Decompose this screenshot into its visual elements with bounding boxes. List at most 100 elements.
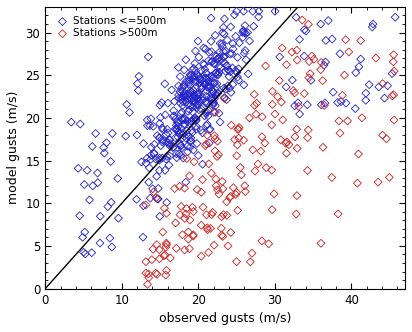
- Stations >500m: [355, 151, 362, 157]
- Stations <=500m: [209, 102, 216, 108]
- Stations >500m: [220, 212, 227, 217]
- Stations <=500m: [224, 63, 230, 68]
- Stations <=500m: [192, 48, 199, 54]
- Stations <=500m: [187, 135, 194, 140]
- Stations <=500m: [180, 130, 186, 135]
- Stations <=500m: [134, 132, 140, 138]
- Stations <=500m: [215, 90, 221, 96]
- Stations >500m: [342, 37, 349, 42]
- Stations <=500m: [255, 14, 262, 20]
- Stations <=500m: [201, 113, 208, 119]
- Stations >500m: [259, 134, 265, 139]
- Stations <=500m: [206, 140, 213, 146]
- Stations <=500m: [181, 121, 188, 126]
- Stations <=500m: [206, 84, 213, 90]
- Stations <=500m: [184, 119, 190, 124]
- Stations <=500m: [215, 71, 221, 76]
- Stations <=500m: [157, 135, 163, 141]
- Stations >500m: [253, 101, 260, 106]
- Stations <=500m: [234, 70, 240, 75]
- Stations <=500m: [221, 16, 228, 22]
- Stations <=500m: [89, 250, 95, 255]
- Stations >500m: [183, 211, 189, 216]
- Stations <=500m: [185, 134, 192, 139]
- Stations <=500m: [221, 54, 227, 60]
- Stations >500m: [279, 117, 286, 123]
- Stations <=500m: [185, 82, 192, 87]
- Stations <=500m: [177, 89, 183, 94]
- Stations <=500m: [255, 9, 262, 14]
- Stations >500m: [241, 183, 248, 188]
- Stations <=500m: [343, 101, 349, 106]
- Stations >500m: [156, 256, 163, 261]
- Stations >500m: [145, 275, 152, 280]
- Stations <=500m: [115, 215, 122, 221]
- Stations <=500m: [101, 150, 108, 156]
- Stations >500m: [259, 114, 265, 120]
- Stations <=500m: [203, 123, 210, 128]
- Stations <=500m: [186, 74, 192, 80]
- Stations <=500m: [321, 62, 328, 68]
- Stations >500m: [337, 130, 343, 136]
- Stations <=500m: [224, 38, 231, 43]
- Stations >500m: [171, 186, 178, 191]
- Stations <=500m: [323, 38, 329, 43]
- Stations <=500m: [204, 85, 211, 90]
- Stations <=500m: [180, 99, 186, 104]
- Stations <=500m: [215, 56, 222, 61]
- Stations <=500m: [174, 120, 180, 125]
- Stations >500m: [182, 216, 188, 221]
- Stations <=500m: [159, 137, 166, 143]
- Stations <=500m: [222, 86, 229, 92]
- Stations <=500m: [208, 58, 215, 64]
- Stations <=500m: [244, 30, 251, 35]
- Stations <=500m: [166, 153, 173, 159]
- Stations <=500m: [234, 74, 241, 80]
- Stations <=500m: [155, 186, 162, 191]
- Stations <=500m: [140, 141, 147, 146]
- Stations <=500m: [178, 145, 185, 150]
- Stations >500m: [214, 138, 221, 144]
- Stations <=500m: [217, 41, 223, 46]
- Stations <=500m: [167, 141, 173, 146]
- Stations <=500m: [156, 168, 163, 173]
- Stations <=500m: [194, 105, 200, 110]
- Stations <=500m: [181, 84, 187, 89]
- Stations <=500m: [295, 100, 301, 106]
- Stations <=500m: [225, 67, 232, 72]
- Stations <=500m: [162, 81, 168, 86]
- Stations <=500m: [115, 176, 121, 181]
- Stations >500m: [208, 212, 215, 217]
- Stations <=500m: [211, 96, 218, 101]
- Stations <=500m: [240, 28, 247, 33]
- Stations >500m: [290, 88, 297, 93]
- Stations <=500m: [190, 76, 197, 81]
- Stations <=500m: [176, 151, 182, 156]
- Stations <=500m: [308, 78, 314, 83]
- Stations >500m: [154, 272, 160, 277]
- Stations <=500m: [227, 24, 234, 30]
- Stations <=500m: [185, 79, 192, 85]
- Stations <=500m: [205, 81, 212, 87]
- Stations <=500m: [144, 156, 150, 161]
- Stations >500m: [276, 78, 283, 83]
- Stations <=500m: [179, 118, 186, 123]
- Stations <=500m: [199, 94, 206, 100]
- Stations <=500m: [240, 9, 247, 14]
- Stations >500m: [173, 246, 180, 251]
- Stations >500m: [161, 253, 167, 258]
- Stations <=500m: [108, 200, 115, 205]
- Stations <=500m: [228, 90, 234, 95]
- Stations <=500m: [89, 144, 96, 149]
- Stations <=500m: [192, 79, 199, 85]
- Stations <=500m: [179, 89, 186, 94]
- Stations <=500m: [208, 59, 215, 65]
- Stations <=500m: [200, 97, 206, 103]
- Stations >500m: [215, 192, 222, 197]
- Stations <=500m: [370, 21, 376, 27]
- Stations <=500m: [220, 85, 227, 91]
- Stations <=500m: [190, 66, 197, 71]
- Stations <=500m: [170, 114, 176, 120]
- Stations <=500m: [224, 83, 231, 89]
- Stations <=500m: [201, 62, 207, 67]
